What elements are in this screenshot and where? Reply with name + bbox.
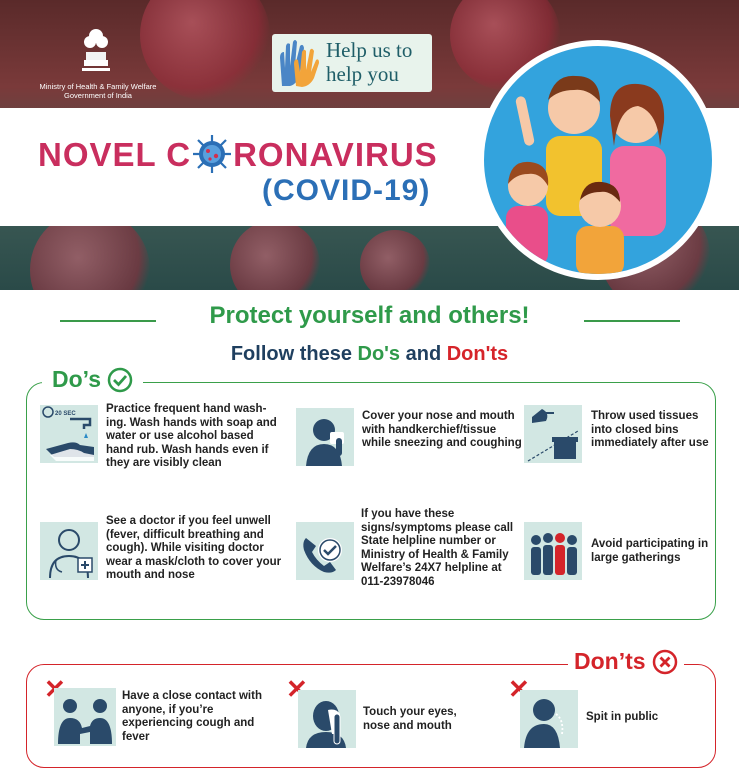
doctor-icon: [40, 522, 98, 580]
dont-item-spit-text: Spit in public: [586, 711, 659, 723]
do-item-helpline-text: If you have these signs/symptoms please …: [361, 508, 514, 588]
check-circle-icon: [107, 367, 133, 392]
cross-circle-icon: [652, 649, 677, 674]
dos-panel: [26, 382, 716, 620]
coronavirus-icon: [193, 135, 232, 173]
donts-heading: Don’ts: [568, 648, 684, 675]
ministry-label: Ministry of Health & Family Welfare Gove…: [39, 82, 157, 100]
dont-item-touch-text: Touch your eyes, nose and mouth: [363, 706, 457, 732]
family-illustration: [478, 40, 718, 280]
headline-rule-left: [60, 320, 156, 322]
do-item-cover-text: Cover your nose and mouth with handkerch…: [362, 410, 522, 449]
phone-helpline-icon: [296, 522, 354, 580]
dos-heading: Do’s: [42, 366, 143, 393]
headline-rule-right: [584, 320, 680, 322]
svg-text:20 SEC: 20 SEC: [55, 411, 76, 417]
do-item-crowd-text: Avoid participating in large gatherings: [591, 538, 709, 564]
national-emblem-icon: [82, 29, 110, 71]
hand-wash-icon: 20 SEC: [40, 405, 98, 463]
do-item-bin-text: Throw used tissues into closed bins imme…: [591, 410, 709, 449]
follow-subheadline: Follow these Do's and Don'ts: [230, 343, 509, 365]
close-contact-icon: [54, 688, 116, 746]
crowd-icon: [524, 522, 582, 580]
touch-face-icon: [298, 690, 356, 748]
donts-panel: [26, 664, 716, 768]
spit-icon: [520, 690, 578, 748]
protect-headline: Protect yourself and others!: [209, 302, 530, 329]
raised-hands-icon: [280, 40, 319, 87]
bin-icon: [524, 405, 582, 463]
help-us-badge: Help us to help you: [272, 34, 432, 92]
dont-item-contact-text: Have a close contact with anyone, if you…: [122, 690, 262, 743]
title-line-1: NOVEL C RONAVIRUS: [38, 135, 438, 173]
do-item-handwash-text: Practice frequent hand wash-ing. Wash ha…: [106, 403, 277, 469]
cover-sneeze-icon: [296, 408, 354, 466]
do-item-doctor-text: See a doctor if you feel unwell (fever, …: [106, 515, 282, 581]
title-line-2: (COVID-19): [262, 174, 431, 207]
